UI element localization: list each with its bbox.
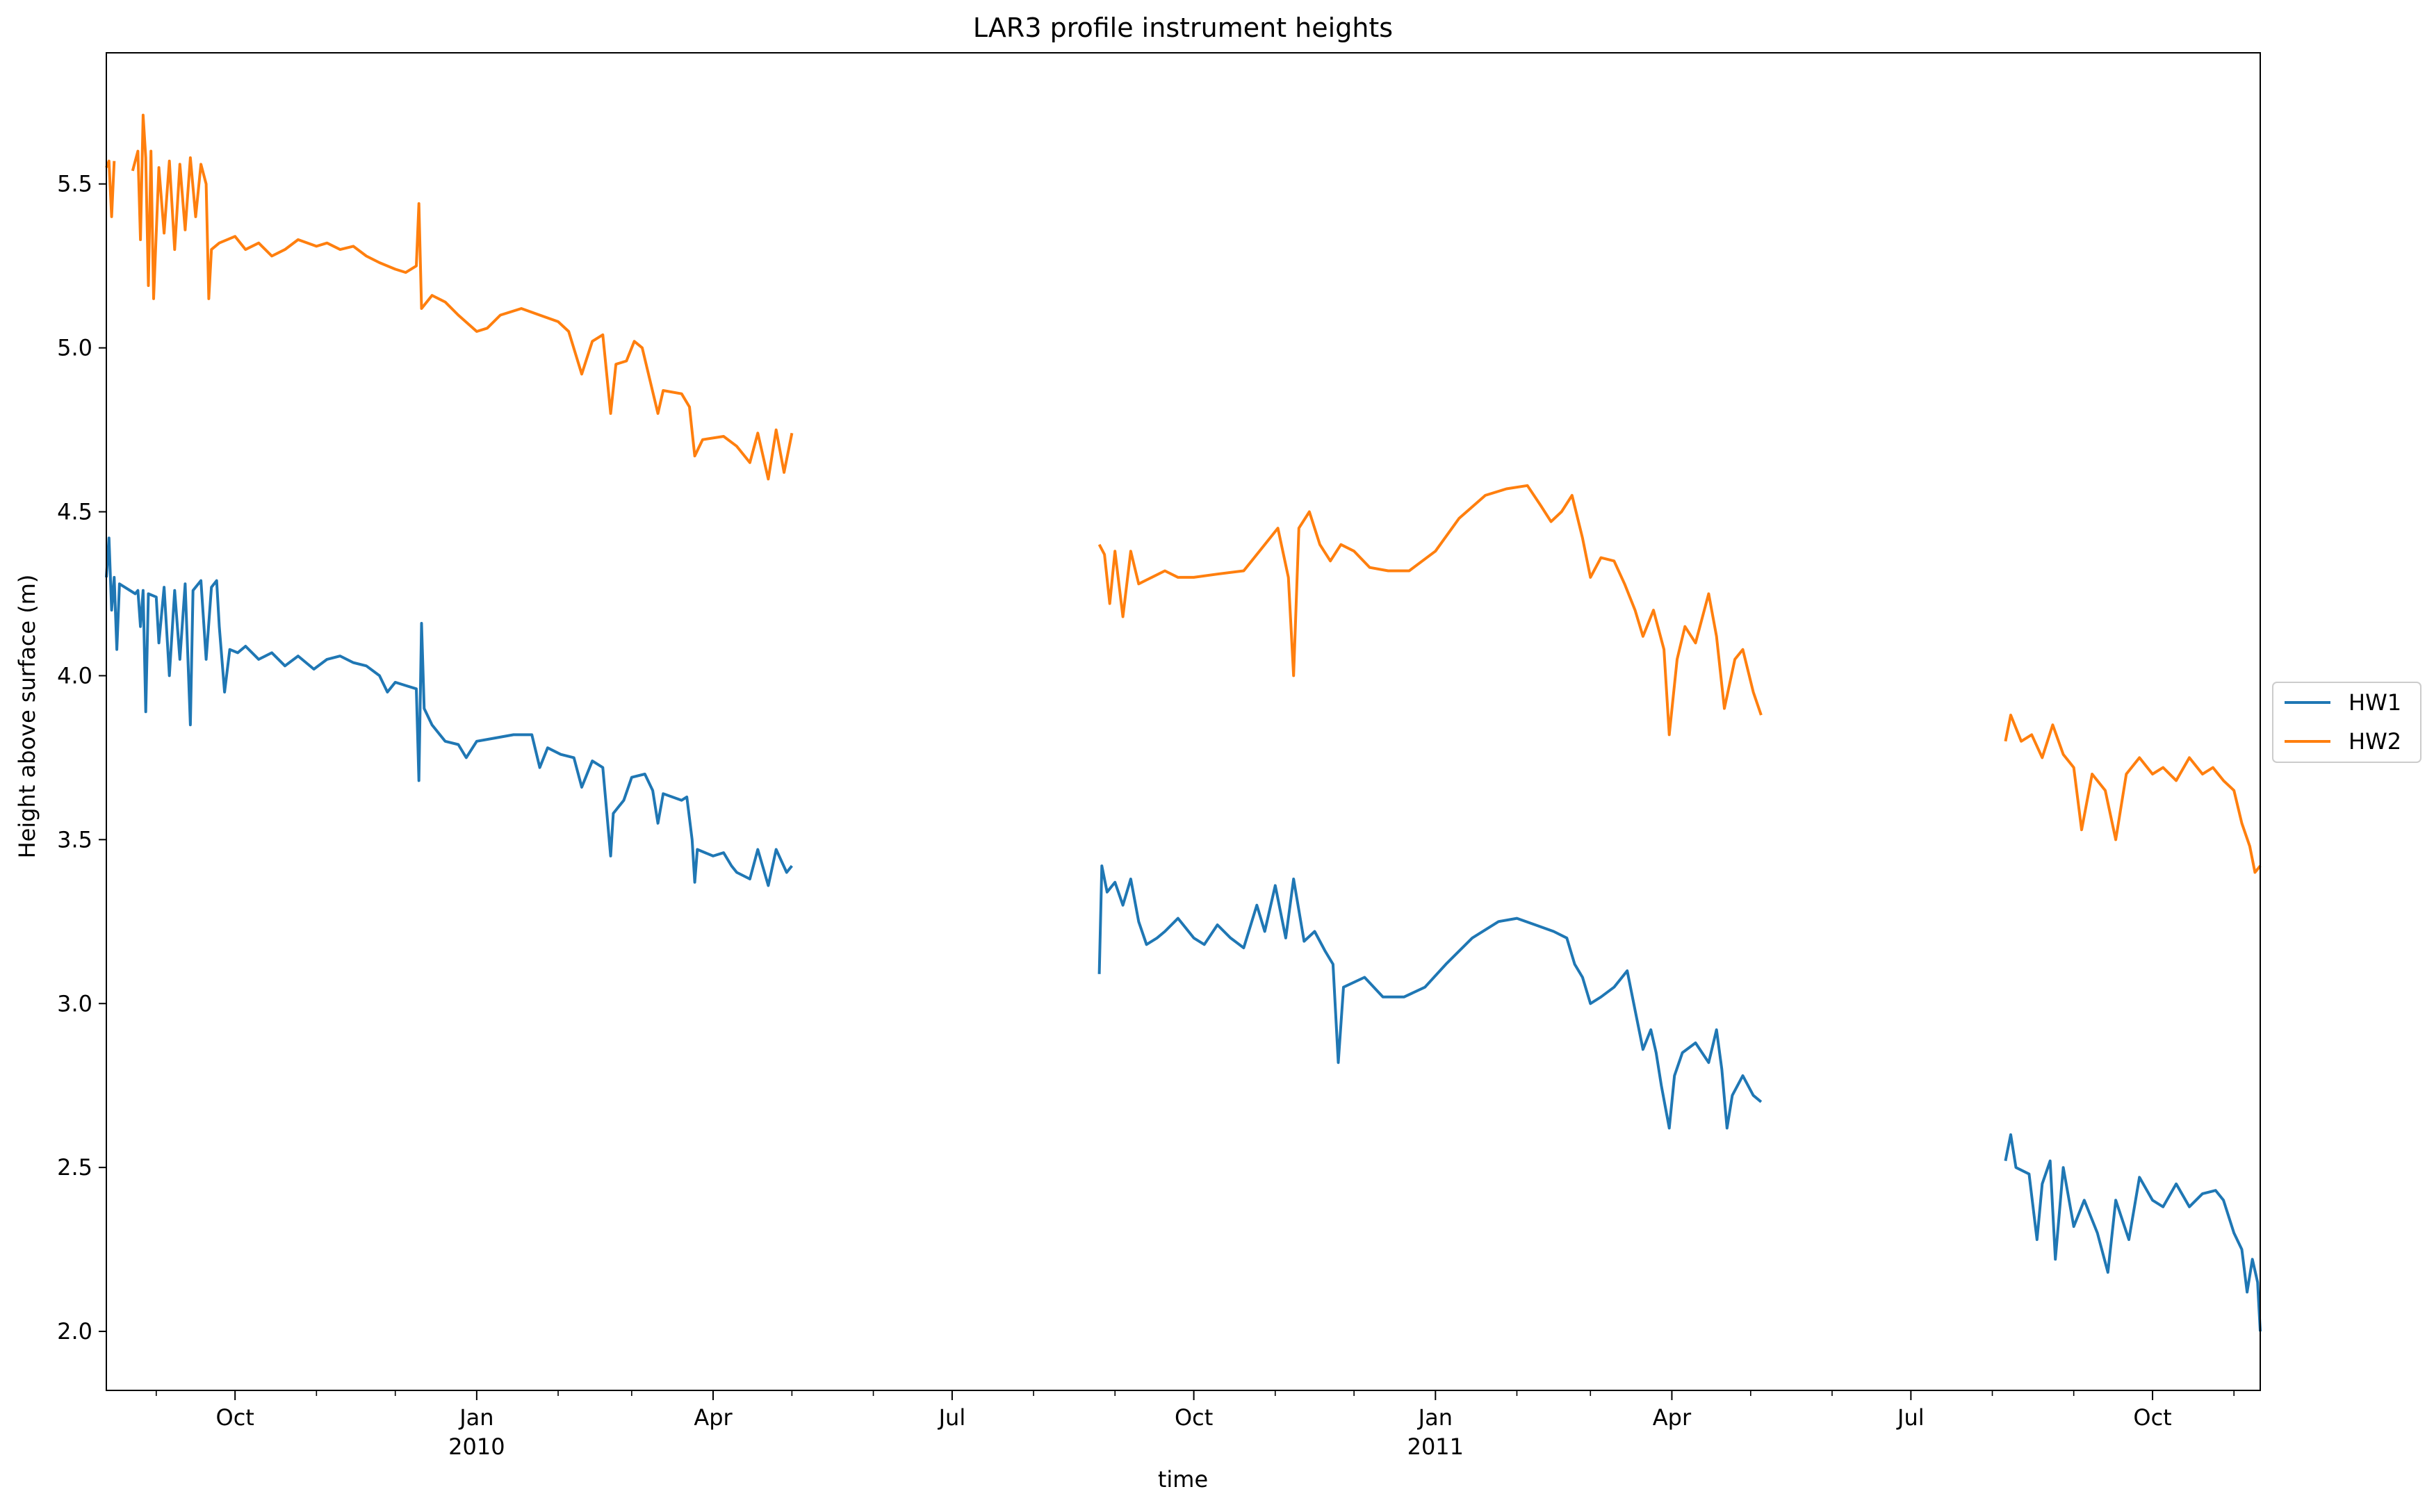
series-line-hw2-segment-4 xyxy=(2004,714,2262,874)
y-tick-label: 2.5 xyxy=(57,1154,92,1181)
y-tick-label: 5.0 xyxy=(57,335,92,361)
y-tick-label: 5.5 xyxy=(57,171,92,197)
series-line-hw1-segment-2 xyxy=(1097,864,1763,1130)
series-line-hw1-segment-1 xyxy=(105,536,793,887)
x-tick-label: Oct xyxy=(2133,1404,2171,1431)
series-line-hw2-segment-1 xyxy=(105,159,116,218)
series-line-hw1-segment-3 xyxy=(2004,1133,2262,1332)
x-tick-label: Apr xyxy=(694,1404,733,1431)
y-tick-label: 3.5 xyxy=(57,826,92,853)
x-tick-label: Oct xyxy=(1175,1404,1213,1431)
y-tick-label: 4.0 xyxy=(57,662,92,689)
y-axis-label: Height above surface (m) xyxy=(14,575,40,859)
x-axis-label: time xyxy=(1158,1466,1208,1493)
legend-label-hw2: HW2 xyxy=(2349,728,2401,755)
x-tick-year-label: 2011 xyxy=(1407,1433,1464,1460)
x-tick-label: Jul xyxy=(938,1404,966,1431)
y-tick-label: 4.5 xyxy=(57,499,92,525)
series-line-hw2-segment-3 xyxy=(1097,484,1763,737)
axes-frame xyxy=(106,52,2261,1391)
y-tick-label: 2.0 xyxy=(57,1318,92,1345)
x-tick-label: Jan xyxy=(1417,1404,1453,1431)
x-tick-label: Jul xyxy=(1896,1404,1925,1431)
x-tick-label: Oct xyxy=(216,1404,254,1431)
legend-label-hw1: HW1 xyxy=(2349,689,2401,716)
x-tick-year-label: 2010 xyxy=(448,1433,505,1460)
series-line-hw2-segment-2 xyxy=(131,113,794,481)
x-tick-label: Apr xyxy=(1653,1404,1692,1431)
series-lines xyxy=(105,113,2262,1332)
x-tick-label: Jan xyxy=(458,1404,493,1431)
y-tick-label: 3.0 xyxy=(57,990,92,1017)
chart-title: LAR3 profile instrument heights xyxy=(973,13,1393,43)
